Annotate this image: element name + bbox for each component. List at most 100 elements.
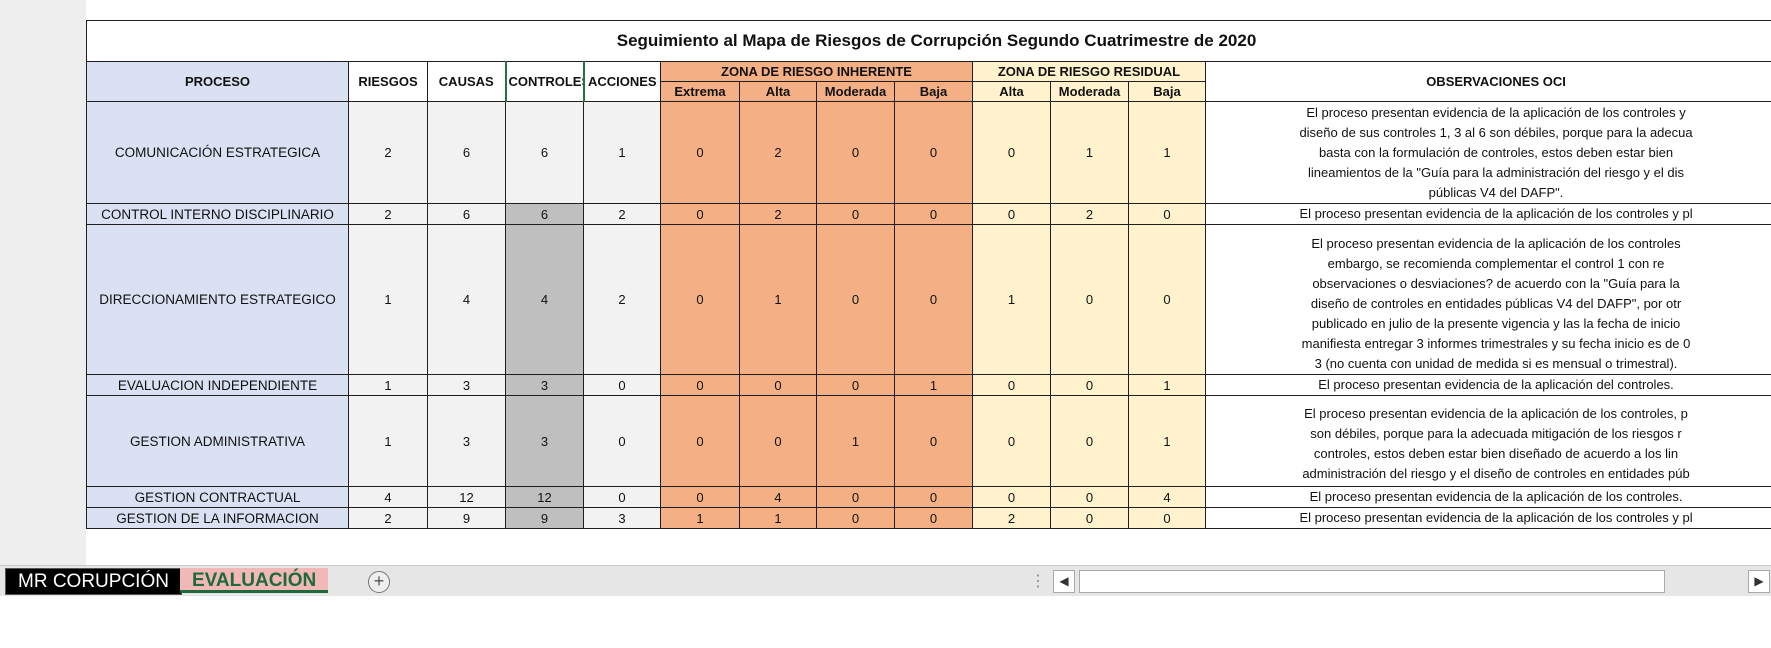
cell-acciones[interactable]: 1 <box>583 101 661 204</box>
table-title[interactable]: Seguimiento al Mapa de Riesgos de Corrup… <box>86 20 1771 62</box>
cell-inherente-moderada[interactable]: 1 <box>816 395 895 487</box>
cell-causas[interactable]: 3 <box>427 374 506 396</box>
cell-inherente-extrema[interactable]: 0 <box>660 224 740 375</box>
cell-riesgos[interactable]: 4 <box>348 486 428 508</box>
cell-inherente-alta[interactable]: 1 <box>739 224 817 375</box>
cell-inherente-alta[interactable]: 1 <box>739 507 817 529</box>
cell-controles[interactable]: 3 <box>505 374 584 396</box>
cell-observaciones[interactable]: El proceso presentan evidencia de la apl… <box>1204 486 1771 508</box>
cell-proceso[interactable]: GESTION ADMINISTRATIVA <box>86 395 349 487</box>
cell-proceso[interactable]: DIRECCIONAMIENTO ESTRATEGICO <box>86 224 349 375</box>
cell-inherente-baja[interactable]: 0 <box>894 203 973 225</box>
cell-residual-moderada[interactable]: 0 <box>1050 507 1129 529</box>
cell-acciones[interactable]: 0 <box>583 486 661 508</box>
cell-observaciones[interactable]: El proceso presentan evidencia de la apl… <box>1204 395 1771 487</box>
cell-riesgos[interactable]: 2 <box>348 101 428 204</box>
cell-residual-baja[interactable]: 1 <box>1128 395 1206 487</box>
cell-residual-moderada[interactable]: 1 <box>1050 101 1129 204</box>
cell-controles[interactable]: 6 <box>505 203 584 225</box>
cell-residual-baja[interactable]: 0 <box>1128 224 1206 375</box>
cell-acciones[interactable]: 2 <box>583 203 661 225</box>
cell-residual-alta[interactable]: 0 <box>972 101 1051 204</box>
cell-inherente-baja[interactable]: 0 <box>894 395 973 487</box>
cell-causas[interactable]: 9 <box>427 507 506 529</box>
cell-observaciones[interactable]: El proceso presentan evidencia de la apl… <box>1204 374 1771 396</box>
tab-splitter-handle[interactable]: ⋮ <box>1030 573 1046 590</box>
cell-residual-alta[interactable]: 0 <box>972 374 1051 396</box>
sheet-tab-evaluacion[interactable]: EVALUACIÓN <box>180 568 329 593</box>
cell-inherente-extrema[interactable]: 0 <box>660 374 740 396</box>
cell-inherente-moderada[interactable]: 0 <box>816 374 895 396</box>
cell-inherente-alta[interactable]: 0 <box>739 395 817 487</box>
triangle-left-icon[interactable]: ◀ <box>1053 570 1075 593</box>
cell-riesgos[interactable]: 1 <box>348 374 428 396</box>
cell-inherente-alta[interactable]: 2 <box>739 203 817 225</box>
header-inherente-alta[interactable]: Alta <box>739 81 817 102</box>
cell-inherente-alta[interactable]: 0 <box>739 374 817 396</box>
cell-residual-moderada[interactable]: 2 <box>1050 203 1129 225</box>
cell-proceso[interactable]: CONTROL INTERNO DISCIPLINARIO <box>86 203 349 225</box>
header-zona-inherente[interactable]: ZONA DE RIESGO INHERENTE <box>660 61 973 82</box>
cell-proceso[interactable]: GESTION DE LA INFORMACION <box>86 507 349 529</box>
cell-observaciones[interactable]: El proceso presentan evidencia de la apl… <box>1204 507 1771 529</box>
header-residual-moderada[interactable]: Moderada <box>1050 81 1129 102</box>
cell-residual-baja[interactable]: 0 <box>1128 507 1206 529</box>
cell-inherente-moderada[interactable]: 0 <box>816 486 895 508</box>
cell-proceso[interactable]: EVALUACION INDEPENDIENTE <box>86 374 349 396</box>
horizontal-scrollbar[interactable] <box>1079 570 1665 593</box>
cell-inherente-extrema[interactable]: 0 <box>660 203 740 225</box>
header-inherente-extrema[interactable]: Extrema <box>660 81 740 102</box>
sheet-tab-mr-corupcion[interactable]: MR CORUPCIÓN <box>5 568 182 595</box>
cell-acciones[interactable]: 3 <box>583 507 661 529</box>
cell-residual-baja[interactable]: 4 <box>1128 486 1206 508</box>
cell-acciones[interactable]: 2 <box>583 224 661 375</box>
cell-inherente-extrema[interactable]: 0 <box>660 101 740 204</box>
cell-causas[interactable]: 6 <box>427 101 506 204</box>
cell-controles[interactable]: 4 <box>505 224 584 375</box>
header-inherente-moderada[interactable]: Moderada <box>816 81 895 102</box>
cell-inherente-moderada[interactable]: 0 <box>816 224 895 375</box>
header-acciones[interactable]: ACCIONES <box>583 61 661 102</box>
cell-riesgos[interactable]: 2 <box>348 507 428 529</box>
cell-observaciones[interactable]: El proceso presentan evidencia de la apl… <box>1204 224 1771 375</box>
cell-acciones[interactable]: 0 <box>583 374 661 396</box>
cell-residual-alta[interactable]: 0 <box>972 203 1051 225</box>
cell-residual-baja[interactable]: 0 <box>1128 203 1206 225</box>
cell-inherente-baja[interactable]: 0 <box>894 101 973 204</box>
cell-inherente-extrema[interactable]: 1 <box>660 507 740 529</box>
plus-circle-icon[interactable]: + <box>368 571 390 593</box>
cell-controles[interactable]: 12 <box>505 486 584 508</box>
cell-riesgos[interactable]: 1 <box>348 395 428 487</box>
header-inherente-baja[interactable]: Baja <box>894 81 973 102</box>
cell-observaciones[interactable]: El proceso presentan evidencia de la apl… <box>1204 203 1771 225</box>
cell-controles[interactable]: 6 <box>505 101 584 204</box>
cell-observaciones[interactable]: El proceso presentan evidencia de la apl… <box>1204 101 1771 204</box>
cell-inherente-alta[interactable]: 4 <box>739 486 817 508</box>
cell-residual-alta[interactable]: 2 <box>972 507 1051 529</box>
cell-inherente-baja[interactable]: 0 <box>894 507 973 529</box>
cell-causas[interactable]: 3 <box>427 395 506 487</box>
cell-causas[interactable]: 6 <box>427 203 506 225</box>
cell-riesgos[interactable]: 2 <box>348 203 428 225</box>
header-causas[interactable]: CAUSAS <box>427 61 506 102</box>
header-observaciones[interactable]: OBSERVACIONES OCI <box>1204 61 1771 102</box>
cell-controles[interactable]: 3 <box>505 395 584 487</box>
cell-causas[interactable]: 4 <box>427 224 506 375</box>
header-riesgos[interactable]: RIESGOS <box>348 61 428 102</box>
cell-inherente-moderada[interactable]: 0 <box>816 101 895 204</box>
cell-residual-baja[interactable]: 1 <box>1128 374 1206 396</box>
cell-proceso[interactable]: COMUNICACIÓN ESTRATEGICA <box>86 101 349 204</box>
cell-residual-moderada[interactable]: 0 <box>1050 395 1129 487</box>
cell-inherente-moderada[interactable]: 0 <box>816 507 895 529</box>
triangle-right-icon[interactable]: ▶ <box>1748 570 1770 593</box>
cell-causas[interactable]: 12 <box>427 486 506 508</box>
cell-inherente-baja[interactable]: 0 <box>894 224 973 375</box>
cell-inherente-baja[interactable]: 1 <box>894 374 973 396</box>
cell-residual-alta[interactable]: 0 <box>972 486 1051 508</box>
cell-proceso[interactable]: GESTION CONTRACTUAL <box>86 486 349 508</box>
header-controles[interactable]: CONTROLES <box>504 61 585 102</box>
header-zona-residual[interactable]: ZONA DE RIESGO RESIDUAL <box>972 61 1206 82</box>
cell-inherente-moderada[interactable]: 0 <box>816 203 895 225</box>
cell-controles[interactable]: 9 <box>505 507 584 529</box>
header-residual-baja[interactable]: Baja <box>1128 81 1206 102</box>
